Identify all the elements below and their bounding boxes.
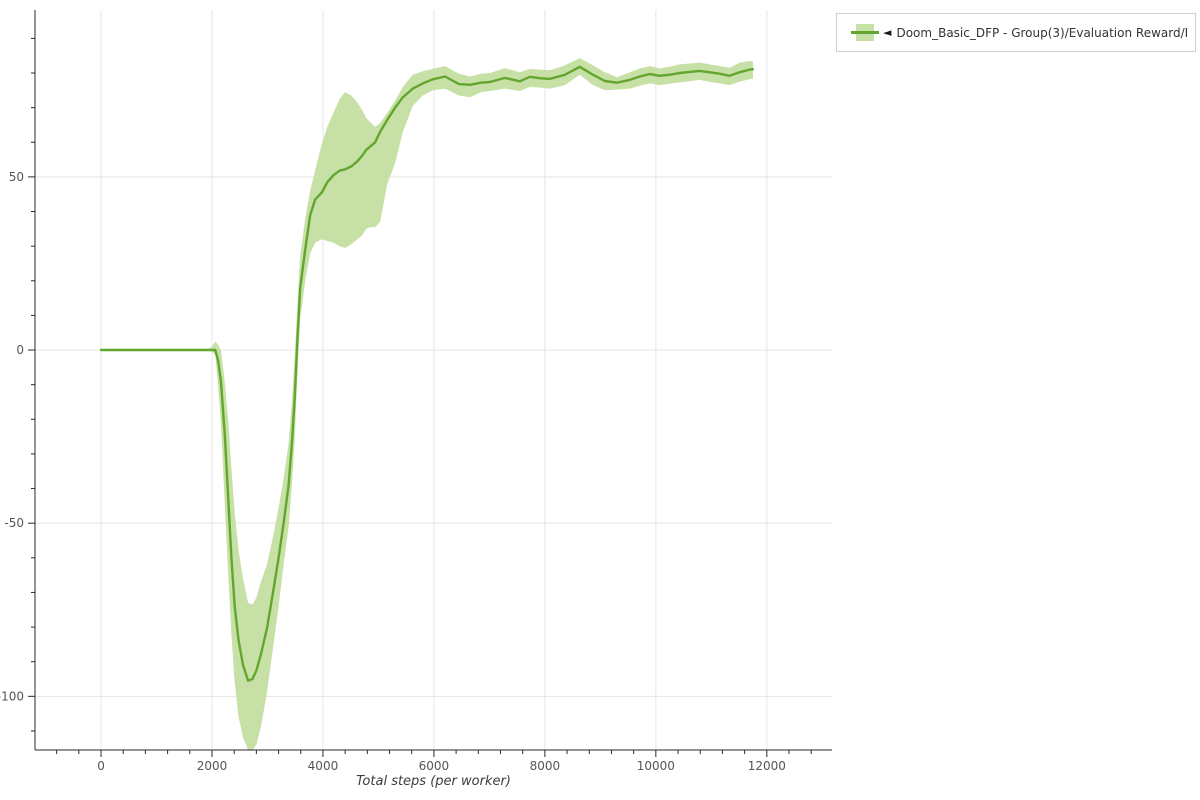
svg-text:8000: 8000 xyxy=(530,759,561,773)
svg-text:50: 50 xyxy=(9,170,24,184)
svg-text:0: 0 xyxy=(16,343,24,357)
svg-text:12000: 12000 xyxy=(748,759,786,773)
ticks xyxy=(28,37,812,757)
legend[interactable]: ◄ Doom_Basic_DFP - Group(3)/Evaluation R… xyxy=(836,13,1196,52)
legend-collapse-icon[interactable]: ◄ xyxy=(883,26,892,39)
tick-labels: 0 2000 4000 6000 8000 10000 12000 -100 -50 0 50 xyxy=(0,170,786,773)
legend-line-swatch xyxy=(851,31,879,34)
svg-text:6000: 6000 xyxy=(419,759,450,773)
legend-label: Doom_Basic_DFP - Group(3)/Evaluation Rew… xyxy=(896,25,1187,40)
gridlines xyxy=(35,10,832,750)
legend-band-swatch xyxy=(851,24,879,41)
svg-text:2000: 2000 xyxy=(197,759,228,773)
svg-text:0: 0 xyxy=(97,759,105,773)
mean-line xyxy=(99,65,755,682)
x-axis-title: Total steps (per worker) xyxy=(356,774,511,789)
svg-text:-50: -50 xyxy=(4,516,24,530)
svg-text:10000: 10000 xyxy=(637,759,675,773)
confidence-band xyxy=(101,58,753,750)
svg-text:-100: -100 xyxy=(0,689,24,703)
svg-text:4000: 4000 xyxy=(308,759,339,773)
